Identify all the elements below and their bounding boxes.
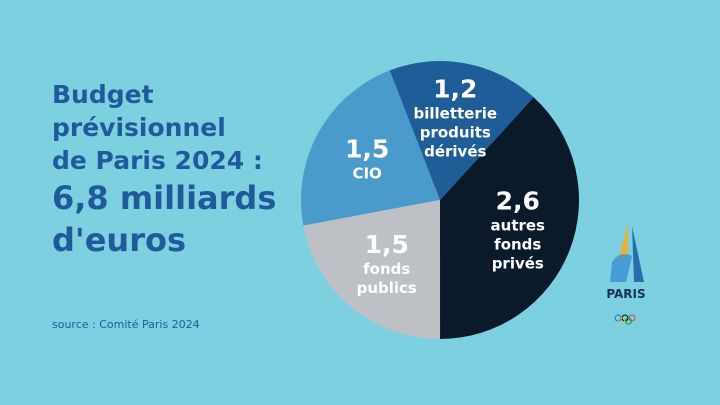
category-label: CIO — [352, 164, 382, 183]
pie-slice — [303, 200, 441, 339]
pie-slice — [300, 70, 440, 226]
category-label: fonds publics — [356, 260, 417, 298]
value-label: 1,5 — [344, 134, 390, 164]
subtitle-line: d'euros — [52, 221, 186, 259]
subtitle-line: 6,8 milliards — [52, 179, 277, 217]
slice-label: 1,5 fonds publics — [339, 230, 435, 298]
logo: PARIS — [606, 222, 646, 325]
title: Budget prévisionnel de Paris 2024 : 6,8 … — [52, 78, 276, 261]
slice-label: 1,5 CIO — [319, 135, 415, 184]
value-label: 1,5 — [364, 230, 409, 260]
category-label: billetterie produits dérivés — [413, 104, 498, 161]
slice-label: 2,6 autres fonds privés — [470, 187, 566, 274]
logo-shape — [632, 226, 644, 282]
pie-slice — [389, 61, 534, 201]
pie-slice — [440, 97, 579, 339]
logo-text: PARIS — [606, 287, 645, 301]
title-line: prévisionnel — [52, 113, 226, 142]
slice-label: 1,2 billetterie produits dérivés — [407, 75, 503, 162]
olympic-rings — [614, 314, 636, 325]
title-line: Budget — [52, 80, 154, 109]
value-label: 2,6 — [495, 186, 540, 216]
logo-shape — [618, 222, 628, 262]
source: source : Comité Paris 2024 — [52, 318, 200, 331]
category-label: autres fonds privés — [490, 216, 545, 273]
title-line: de Paris 2024 : — [52, 146, 263, 175]
value-label: 1,2 — [433, 74, 478, 104]
logo-shape — [610, 254, 632, 282]
